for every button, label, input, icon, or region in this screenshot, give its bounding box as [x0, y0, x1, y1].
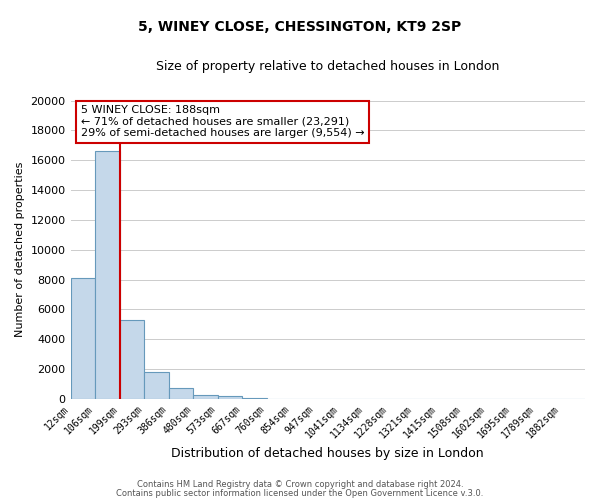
Y-axis label: Number of detached properties: Number of detached properties: [15, 162, 25, 338]
Text: Contains HM Land Registry data © Crown copyright and database right 2024.: Contains HM Land Registry data © Crown c…: [137, 480, 463, 489]
Bar: [193, 394, 218, 399]
X-axis label: Distribution of detached houses by size in London: Distribution of detached houses by size …: [172, 447, 484, 460]
Text: Contains public sector information licensed under the Open Government Licence v.: Contains public sector information licen…: [116, 488, 484, 498]
Title: Size of property relative to detached houses in London: Size of property relative to detached ho…: [156, 60, 499, 73]
Text: 5 WINEY CLOSE: 188sqm
← 71% of detached houses are smaller (23,291)
29% of semi-: 5 WINEY CLOSE: 188sqm ← 71% of detached …: [81, 105, 364, 138]
Bar: [71, 278, 95, 399]
Bar: [169, 388, 193, 399]
Bar: [218, 396, 242, 399]
Bar: [144, 372, 169, 399]
Bar: [95, 152, 119, 399]
Bar: [119, 320, 144, 399]
Text: 5, WINEY CLOSE, CHESSINGTON, KT9 2SP: 5, WINEY CLOSE, CHESSINGTON, KT9 2SP: [139, 20, 461, 34]
Bar: [242, 398, 266, 399]
